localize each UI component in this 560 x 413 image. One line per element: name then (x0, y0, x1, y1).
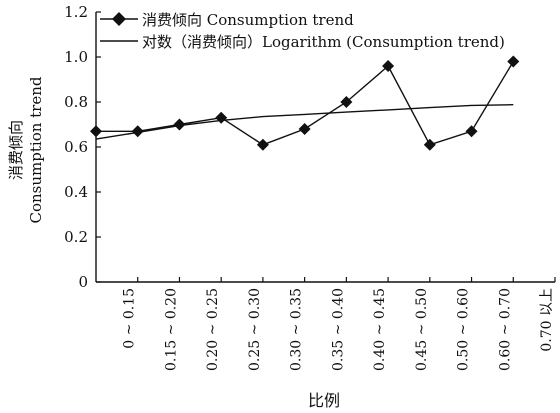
data-point-diamond (340, 96, 353, 108)
x-tick-label: 0.35 ~ 0.40 (330, 288, 346, 371)
y-tick-label: 0.2 (64, 228, 88, 246)
data-point-diamond (256, 138, 269, 151)
y-tick-label: 1.2 (64, 3, 88, 21)
series-layer (90, 55, 520, 151)
data-point-diamond (90, 125, 102, 138)
data-point-diamond (423, 138, 436, 151)
data-point-diamond (131, 125, 144, 138)
x-tick-label: 0.25 ~ 0.30 (247, 288, 263, 371)
y-tick-label: 0 (78, 273, 88, 291)
x-tick-label: 0.50 ~ 0.60 (456, 288, 472, 371)
data-point-diamond (382, 60, 395, 72)
data-point-diamond (507, 55, 520, 68)
y-tick-label: 1.0 (64, 48, 88, 66)
legend: 消费倾向 Consumption trend 对数（消费倾向）Logarithm… (100, 11, 505, 51)
y-tick-label: 0.6 (64, 138, 88, 156)
data-point-diamond (215, 111, 228, 124)
series-line-logarithm (95, 104, 514, 140)
legend-label-logarithm: 对数（消费倾向）Logarithm (Consumption trend) (142, 33, 505, 51)
data-point-diamond (298, 123, 311, 135)
legend-marker-diamond (112, 12, 126, 26)
x-tick-label: 0 ~ 0.15 (122, 288, 138, 349)
y-tick-label: 0.8 (64, 93, 88, 111)
y-tick-label: 0.4 (64, 183, 88, 201)
x-tick-label: 0.70 以上 (539, 288, 555, 352)
x-axis-ticks: 0 ~ 0.15 0.15 ~ 0.20 0.20 ~ 0.25 0.25 ~ 0.3… (122, 277, 556, 371)
x-tick-label: 0.45 ~ 0.50 (414, 288, 430, 371)
x-tick-label: 0.60 ~ 0.70 (497, 288, 513, 371)
x-tick-label: 0.40 ~ 0.45 (372, 288, 388, 371)
axes (95, 12, 555, 283)
data-point-diamond (173, 118, 186, 131)
x-tick-label: 0.20 ~ 0.25 (205, 288, 221, 371)
x-tick-label: 0.30 ~ 0.35 (289, 288, 305, 371)
y-axis-label-en: Consumption trend (27, 76, 45, 223)
data-point-diamond (465, 125, 478, 138)
y-axis-ticks: 0 0.2 0.4 0.6 0.8 1.0 1.2 (64, 3, 101, 291)
x-axis-label: 比例 (308, 391, 340, 410)
legend-label-consumption: 消费倾向 Consumption trend (142, 11, 354, 29)
y-axis-label-cn: 消费倾向 (7, 120, 25, 180)
x-tick-label: 0.15 ~ 0.20 (163, 288, 179, 371)
